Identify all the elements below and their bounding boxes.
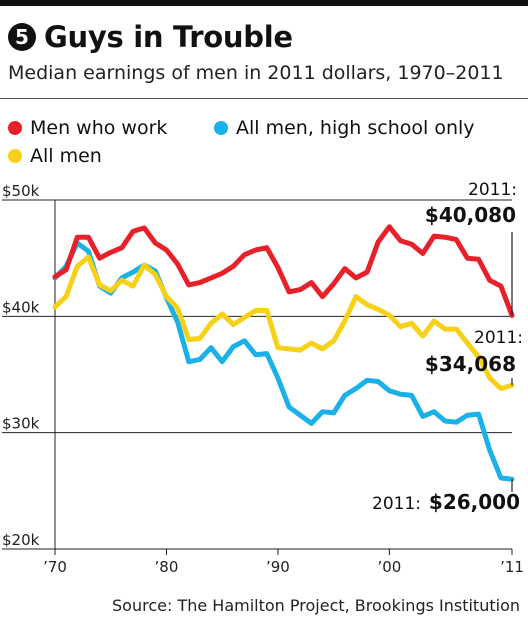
series-line-all-men-high-school-only — [52, 240, 515, 482]
y-tick-label: $30k — [2, 415, 40, 433]
legend-label: All men — [30, 145, 102, 167]
end-label-men-who-work-year: 2011: — [468, 180, 517, 200]
end-callouts: 2011: $40,080 2011: $34,068 2011: $26,00… — [372, 180, 523, 514]
header-divider — [0, 98, 528, 99]
legend-item-men-who-work: Men who work — [8, 117, 167, 139]
end-label-high-school-value: $26,000 — [429, 490, 520, 514]
gridlines — [2, 199, 512, 550]
x-tick-label: ’80 — [155, 558, 179, 576]
end-label-high-school-year: 2011: — [372, 494, 421, 514]
x-tick-label: ’00 — [377, 558, 401, 576]
x-tick-label: ’70 — [43, 558, 67, 576]
series-lines — [52, 224, 515, 482]
x-tick-label: ’90 — [266, 558, 290, 576]
legend-item-high-school: All men, high school only — [214, 117, 475, 139]
chart-number-badge: 5 — [8, 23, 36, 51]
y-tick-label: $40k — [2, 298, 40, 316]
chart-header: 5 Guys in Trouble — [8, 20, 293, 54]
legend-swatch — [8, 121, 22, 135]
axes: $20k $30k $40k $50k ’70 ’80 ’90 ’00 ’11 — [2, 182, 524, 576]
legend-swatch — [8, 149, 22, 163]
legend-label: Men who work — [30, 117, 168, 139]
source-note: Source: The Hamilton Project, Brookings … — [112, 596, 520, 615]
end-label-all-men-year: 2011: — [474, 328, 523, 348]
x-tick-label: ’11 — [500, 558, 524, 576]
y-tick-label: $20k — [2, 531, 40, 549]
legend-label: All men, high school only — [236, 117, 475, 139]
end-label-men-who-work-value: $40,080 — [425, 203, 516, 227]
end-label-all-men-value: $34,068 — [425, 352, 516, 376]
top-bar — [0, 0, 528, 6]
chart-title: Guys in Trouble — [44, 20, 293, 54]
chart-subtitle: Median earnings of men in 2011 dollars, … — [8, 62, 504, 84]
y-tick-label: $50k — [2, 182, 40, 200]
series-line-all-men — [52, 254, 515, 391]
legend-swatch — [214, 121, 228, 135]
series-line-men-who-work — [52, 224, 515, 318]
legend-item-all-men: All men — [8, 145, 102, 167]
